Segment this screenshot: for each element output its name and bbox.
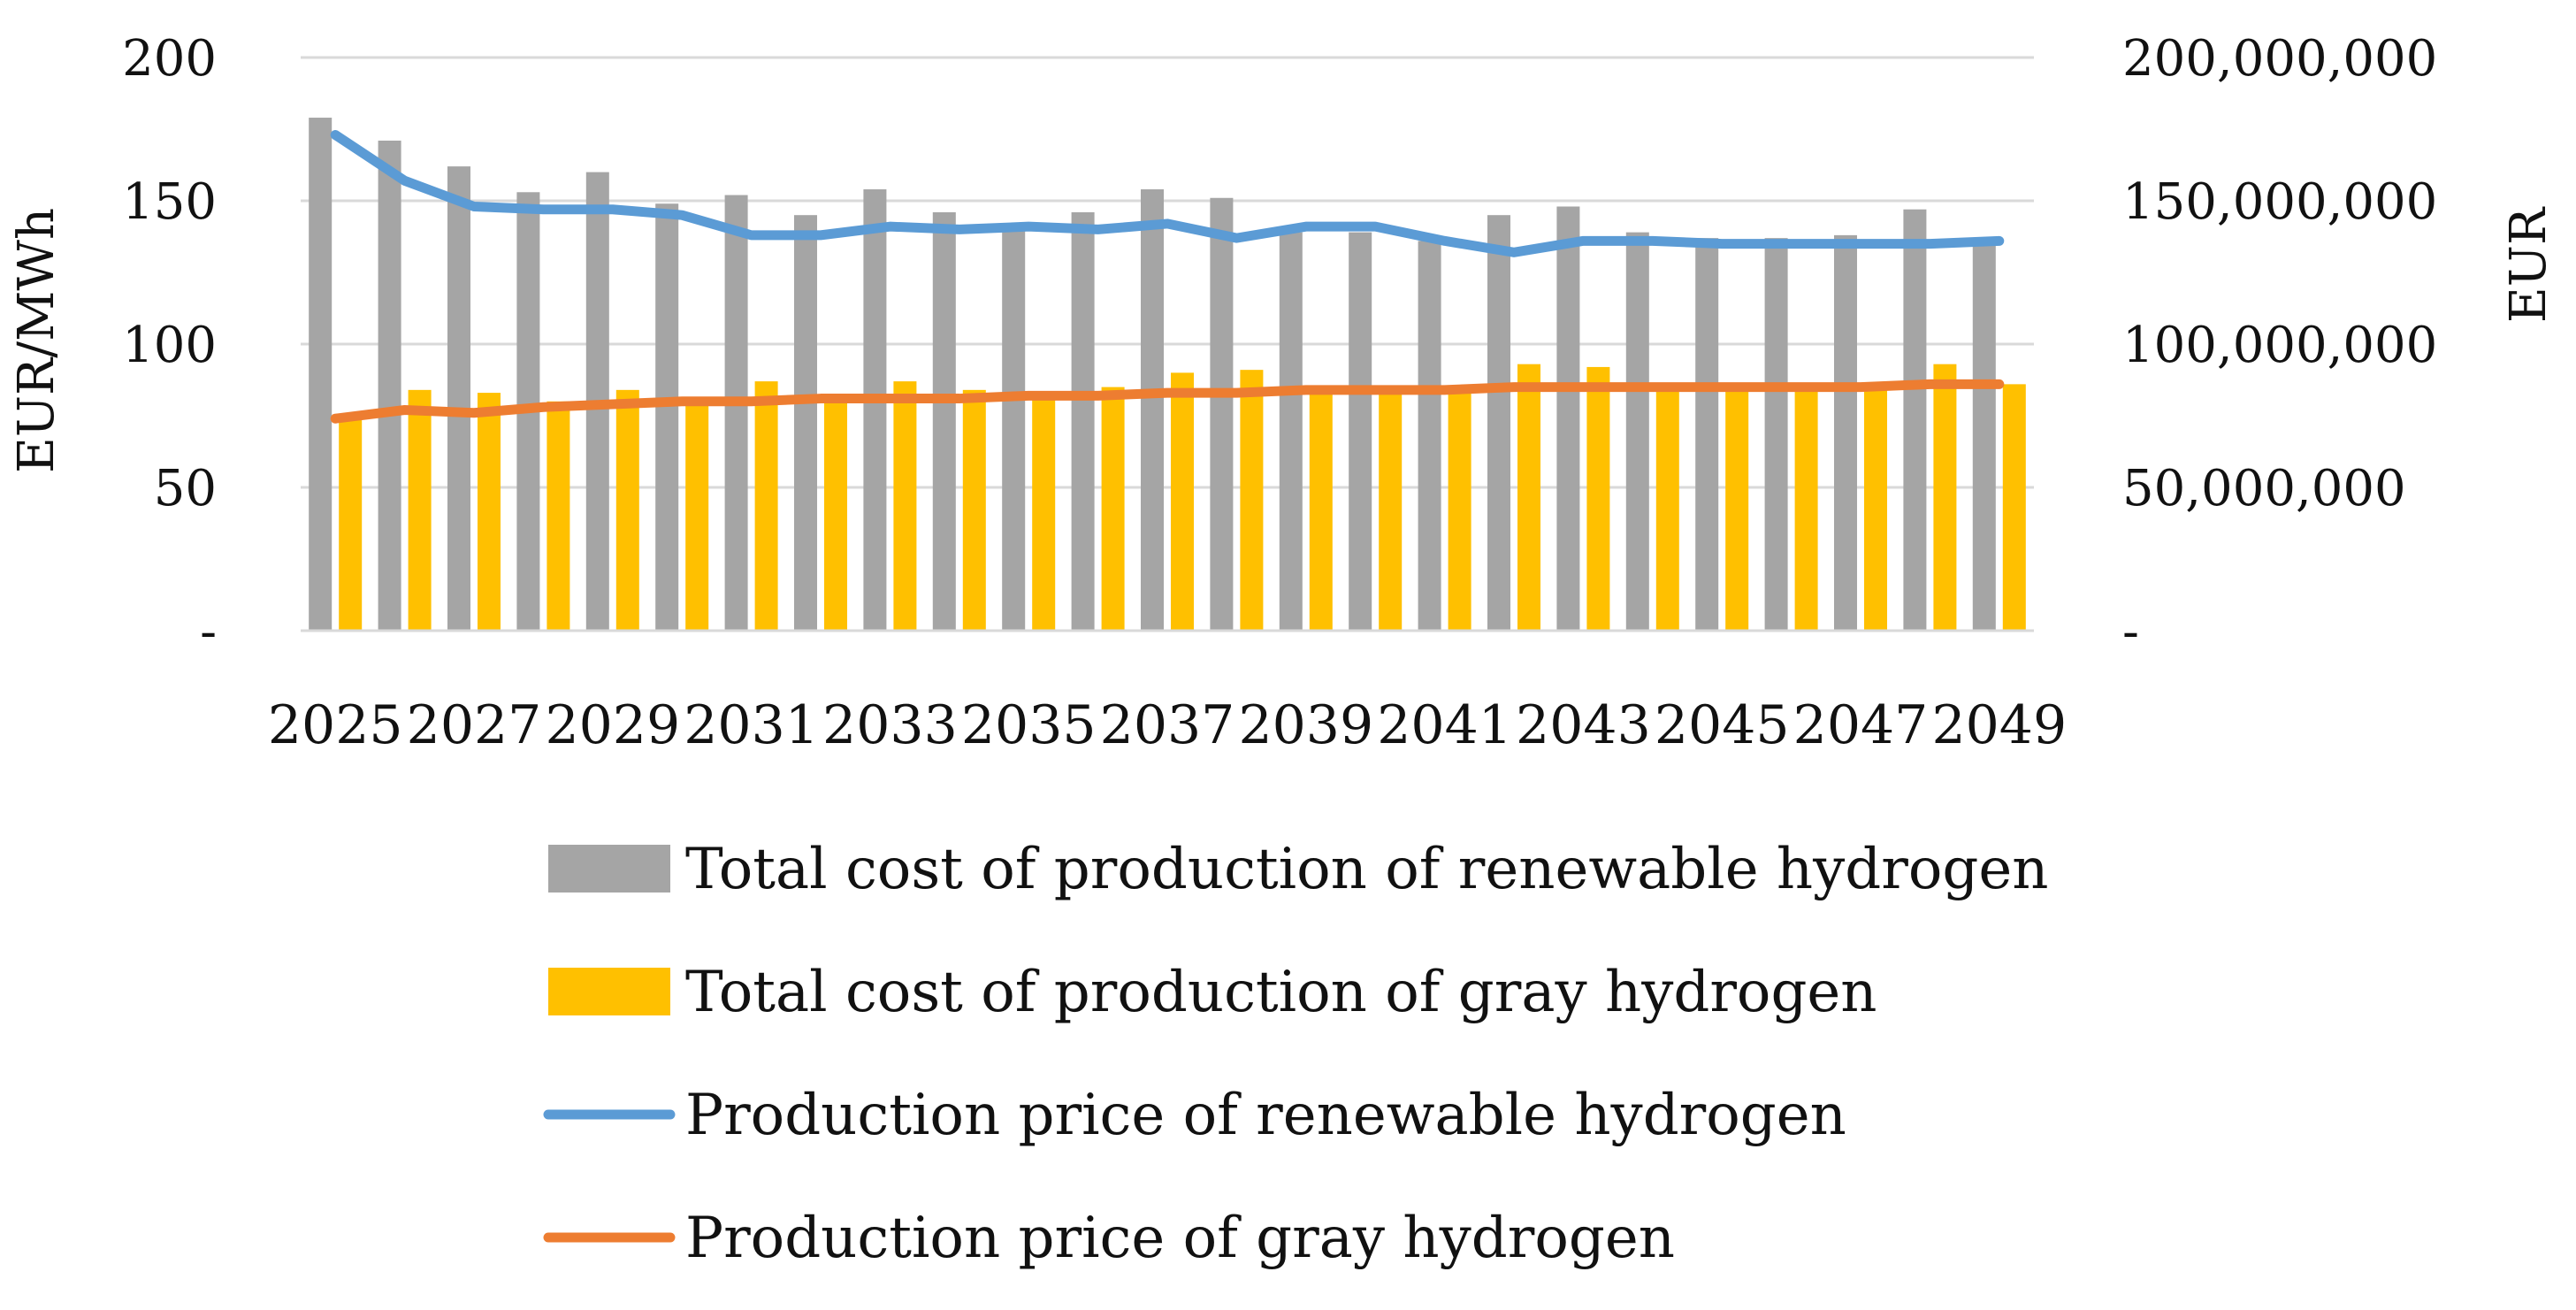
x-tick-label: 2033: [822, 694, 958, 756]
x-axis: 2025 2027 2029 2031 2033 2035 2037 2039 2041 2043…: [268, 629, 2067, 756]
gray-cost-bar: [1933, 364, 1957, 631]
gray-cost-bar: [1379, 387, 1403, 631]
renewable-cost-bar: [1141, 189, 1164, 632]
renewable-cost-bar: [794, 215, 817, 631]
gray-cost-bar: [962, 389, 986, 631]
renewable-cost-bar: [1418, 241, 1441, 631]
left-tick-label: 100: [122, 317, 217, 374]
legend-swatch: [548, 968, 670, 1015]
renewable-cost-bar: [863, 189, 887, 632]
gray-cost-bar: [754, 381, 778, 631]
gray-cost-bar: [478, 393, 501, 631]
x-tick-label: 2049: [1931, 694, 2067, 756]
gray-cost-bar: [1309, 393, 1333, 631]
renewable-cost-bar: [378, 140, 401, 631]
gray-price-line: [330, 379, 2005, 424]
renewable-cost-bar: [1903, 209, 1927, 631]
renewable-cost-bar: [1487, 215, 1510, 631]
left-tick-label: 50: [154, 460, 217, 517]
renewable-cost-bar: [1071, 211, 1095, 631]
x-tick-label: 2043: [1516, 694, 1651, 756]
renewable-cost-bar: [1002, 223, 1026, 632]
gray-cost-bar: [1171, 372, 1194, 631]
renewable-cost-bar: [1834, 234, 1857, 631]
right-axis-title: EUR: [2500, 206, 2557, 323]
right-tick-label: -: [2122, 603, 2139, 661]
renewable-cost-bar: [447, 166, 470, 631]
gray-cost-bar: [893, 381, 917, 631]
renewable-cost-bar: [1625, 232, 1649, 631]
renewable-cost-bar: [655, 203, 679, 632]
right-tick-label: 50,000,000: [2122, 460, 2406, 517]
gray-cost-bar: [1725, 387, 1749, 631]
x-tick-label: 2037: [1100, 694, 1235, 756]
legend-label: Production price of gray hydrogen: [685, 1206, 1675, 1271]
gray-cost-bar: [1240, 370, 1264, 631]
gray-cost-bar: [1655, 387, 1679, 631]
x-tick-label: 2047: [1793, 694, 1929, 756]
renewable-cost-bar: [1210, 197, 1234, 631]
legend-label: Total cost of production of gray hydroge…: [685, 960, 1877, 1025]
x-tick-label: 2025: [268, 694, 403, 756]
gray-cost-bar: [339, 418, 363, 631]
renewable-cost-bar: [1349, 232, 1372, 631]
x-tick-label: 2039: [1238, 694, 1373, 756]
left-tick-label: 150: [122, 173, 217, 231]
legend: Total cost of production of renewable hy…: [543, 837, 2048, 1271]
right-tick-label: 200,000,000: [2122, 30, 2437, 88]
renewable-cost-bar: [1556, 206, 1580, 632]
gray-cost-bar: [1517, 364, 1540, 631]
renewable-price-line: [330, 129, 2005, 257]
gray-cost-bar: [615, 389, 639, 631]
renewable-cost-bar: [309, 118, 333, 632]
legend-swatch: [548, 845, 670, 892]
renewable-cost-bar: [932, 211, 956, 631]
renewable-cost-bar: [1279, 232, 1303, 631]
renewable-cost-bar: [1695, 238, 1719, 631]
gray-cost-bar: [2002, 384, 2026, 631]
left-tick-label: -: [200, 603, 217, 661]
gray-cost-bar: [408, 389, 432, 631]
right-axis: - 50,000,000 100,000,000 150,000,000 200,000…: [2122, 30, 2437, 661]
gray-cost-bar: [547, 401, 570, 631]
legend-label: Total cost of production of renewable hy…: [685, 837, 2048, 902]
gray-cost-bar: [824, 398, 847, 631]
right-tick-label: 150,000,000: [2122, 173, 2437, 231]
gray-cost-bar: [1032, 393, 1056, 631]
gray-cost-bar: [1586, 366, 1610, 631]
gray-cost-bar: [1101, 387, 1125, 631]
left-axis-title: EUR/MWh: [8, 208, 65, 473]
x-tick-label: 2029: [545, 694, 680, 756]
right-tick-label: 100,000,000: [2122, 317, 2437, 374]
gray-cost-bar: [1864, 387, 1887, 631]
left-tick-label: 200: [122, 30, 217, 88]
x-tick-label: 2045: [1655, 694, 1790, 756]
gray-cost-bar: [1794, 387, 1818, 631]
x-tick-label: 2031: [684, 694, 819, 756]
bars: [309, 118, 2026, 632]
renewable-cost-bar: [1972, 241, 1996, 631]
x-tick-label: 2041: [1377, 694, 1512, 756]
renewable-cost-bar: [1764, 238, 1788, 631]
gray-cost-bar: [685, 398, 709, 631]
gray-cost-bar: [1448, 387, 1471, 631]
renewable-cost-bar: [724, 195, 748, 631]
x-tick-label: 2035: [961, 694, 1097, 756]
left-axis: - 50 100 150 200: [122, 30, 217, 661]
legend-label: Production price of renewable hydrogen: [685, 1083, 1846, 1148]
lines: [330, 129, 2005, 424]
x-tick-label: 2027: [407, 694, 542, 756]
